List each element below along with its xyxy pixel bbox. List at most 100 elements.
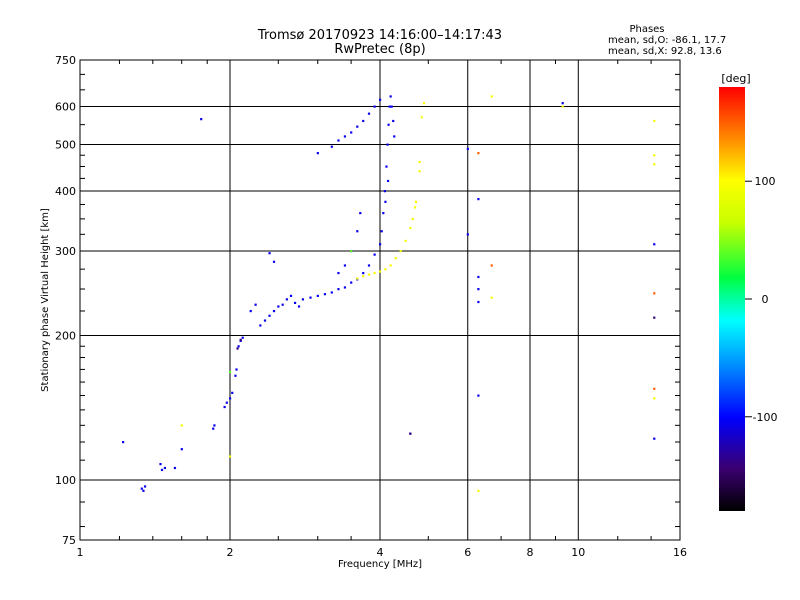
phase-info-line-o: mean, sd,O: -86.1, 17.7 [608, 35, 726, 46]
data-point [330, 145, 333, 148]
y-tick-label: 75 [62, 534, 76, 547]
data-point [268, 252, 271, 255]
data-point [394, 257, 397, 260]
data-point [373, 271, 376, 275]
data-point [386, 143, 389, 146]
data-point [293, 301, 297, 305]
data-point [653, 387, 656, 390]
data-point [409, 432, 412, 435]
data-point [466, 233, 469, 236]
data-point [350, 250, 353, 253]
data-point [301, 298, 305, 301]
data-point [350, 131, 353, 134]
colorbar-tick-label: -100 [753, 411, 778, 424]
data-point [241, 336, 244, 339]
phase-info-title: Phases [629, 24, 664, 35]
data-point [122, 441, 125, 444]
data-point [343, 135, 347, 138]
data-point [413, 206, 417, 209]
data-point [561, 102, 564, 105]
data-point [653, 243, 656, 246]
data-point [343, 264, 347, 267]
y-axis-label: Stationary phase Virtual Height [km] [40, 208, 51, 392]
y-tick-label: 500 [55, 139, 76, 152]
data-point [477, 288, 480, 291]
data-point [180, 448, 183, 451]
y-tick-label: 100 [55, 474, 76, 487]
data-point [404, 239, 407, 243]
chart-subtitle: RwPretec (8p) [334, 42, 425, 57]
data-point [229, 397, 232, 400]
data-point [263, 319, 267, 322]
data-point [272, 260, 276, 263]
data-point [367, 112, 371, 115]
data-point [235, 368, 238, 371]
data-point [422, 102, 426, 105]
data-point [653, 397, 656, 400]
data-point [388, 105, 391, 108]
data-point [420, 116, 423, 119]
colorbar-ticks: 100 0 -100 [745, 175, 777, 424]
data-point [466, 147, 469, 150]
data-point [384, 268, 387, 271]
data-point [337, 139, 340, 142]
data-point [140, 487, 143, 490]
data-point [414, 200, 418, 203]
data-point [356, 230, 359, 233]
x-tick-label: 10 [571, 546, 585, 559]
data-point [285, 298, 288, 301]
data-point [223, 405, 226, 409]
data-point [254, 303, 257, 306]
y-tick-label: 750 [55, 54, 76, 67]
data-point [653, 163, 656, 166]
data-point [653, 437, 656, 440]
data-point [390, 105, 393, 108]
data-point [359, 212, 362, 215]
data-point [272, 309, 276, 313]
data-point [277, 305, 280, 308]
data-point [173, 466, 177, 470]
data-point [653, 119, 656, 123]
data-point [399, 250, 402, 253]
data-point [477, 152, 480, 155]
data-point [237, 345, 240, 348]
data-point [477, 300, 480, 304]
grid-lines [80, 60, 680, 540]
data-point [490, 264, 493, 267]
data-point [379, 243, 382, 246]
data-point [653, 316, 656, 319]
data-point [379, 270, 382, 273]
data-point [289, 294, 293, 297]
data-point [316, 152, 319, 155]
colorbar-label: [deg] [721, 72, 750, 85]
data-point [239, 338, 242, 341]
data-point [382, 212, 385, 215]
y-tick-label: 200 [55, 330, 76, 343]
colorbar-tick-label: 0 [762, 293, 769, 306]
colorbar [719, 87, 745, 511]
data-point [159, 462, 162, 466]
data-point [393, 135, 396, 138]
data-point [297, 305, 301, 308]
data-point [373, 253, 376, 256]
x-axis-label: Frequency [MHz] [338, 559, 422, 570]
data-point [337, 288, 340, 291]
x-tick-label: 6 [464, 546, 471, 559]
data-point [323, 293, 327, 296]
data-point [350, 281, 353, 284]
data-point [387, 123, 390, 126]
data-point [316, 294, 319, 297]
data-point [281, 303, 284, 306]
x-tick-label: 1 [77, 546, 84, 559]
axis-ticks [80, 60, 680, 540]
colorbar-tick-label: 100 [755, 175, 776, 188]
data-point [362, 271, 365, 275]
data-point [309, 296, 312, 299]
data-point [418, 170, 421, 173]
data-point [383, 190, 387, 193]
chart-title: Tromsø 20170923 14:16:00–14:17:43 [257, 28, 502, 43]
data-point [477, 275, 480, 279]
data-point [337, 271, 340, 275]
data-point [411, 217, 414, 221]
